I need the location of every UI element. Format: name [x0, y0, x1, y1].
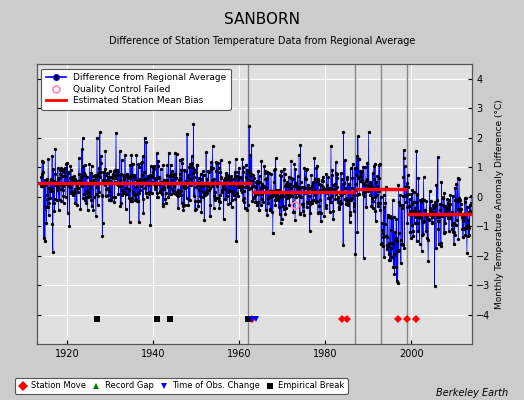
Text: SANBORN: SANBORN	[224, 12, 300, 27]
Legend: Difference from Regional Average, Quality Control Failed, Estimated Station Mean: Difference from Regional Average, Qualit…	[41, 68, 231, 110]
Y-axis label: Monthly Temperature Anomaly Difference (°C): Monthly Temperature Anomaly Difference (…	[495, 99, 504, 309]
Text: Difference of Station Temperature Data from Regional Average: Difference of Station Temperature Data f…	[109, 36, 415, 46]
Legend: Station Move, Record Gap, Time of Obs. Change, Empirical Break: Station Move, Record Gap, Time of Obs. C…	[15, 378, 347, 394]
Text: Berkeley Earth: Berkeley Earth	[436, 388, 508, 398]
